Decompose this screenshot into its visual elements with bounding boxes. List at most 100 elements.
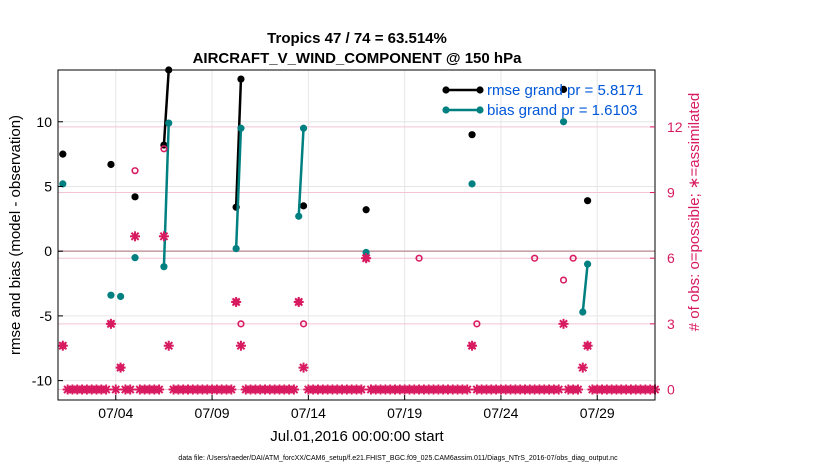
bias-point	[232, 244, 240, 253]
y2-axis-ticks: 0 3 6 9 12	[650, 119, 683, 397]
assimilated-point	[130, 231, 141, 242]
y-tick-label: -5	[40, 308, 53, 324]
assimilated-zero-point	[462, 384, 473, 395]
assimilated-point	[158, 231, 169, 242]
y-axis-ticks: -10 -5 0 5 10	[32, 114, 63, 389]
rmse-point	[299, 202, 308, 210]
star-stroke	[578, 363, 588, 372]
x-axis-ticks: 07/04 07/09 07/14 07/19 07/24 07/29	[98, 395, 615, 421]
possible-point	[473, 320, 481, 328]
possible-point	[299, 320, 308, 328]
bias-point	[160, 263, 168, 271]
y2-tick-label: 9	[667, 185, 675, 201]
assimilated-zero-point	[226, 384, 237, 395]
assimilated-point	[467, 340, 478, 351]
star-stroke	[467, 341, 477, 351]
rmse-point	[362, 206, 370, 214]
assimilated-point	[577, 362, 588, 373]
y-tick-label: 0	[44, 243, 52, 259]
bias-point	[295, 212, 303, 220]
rmse-legend-marker	[476, 86, 484, 94]
assimilated-zero-point	[288, 384, 299, 395]
series-layer	[57, 66, 660, 395]
bias-legend-item: bias grand pr = 1.6103	[442, 102, 638, 119]
star-stroke	[583, 341, 592, 351]
x-tick-label: 07/04	[98, 405, 133, 421]
rmse-point	[107, 160, 115, 169]
rmse-legend-marker	[442, 86, 450, 94]
y-tick-label: 5	[44, 178, 52, 194]
y-tick-label: 10	[36, 114, 52, 130]
possible-point	[237, 320, 245, 328]
rmse-series	[59, 66, 592, 214]
x-axis-label: Jul.01,2016 00:00:00 start	[270, 428, 444, 445]
star-stroke	[573, 385, 583, 394]
possible-point	[531, 254, 539, 262]
possible-point	[131, 167, 139, 175]
assimilated-point	[231, 296, 242, 307]
bias-point	[237, 124, 245, 132]
star-stroke	[559, 319, 568, 329]
bias-point	[579, 308, 587, 316]
x-tick-label: 07/29	[580, 405, 615, 421]
assimilated-zero-point	[356, 384, 367, 395]
y2-tick-label: 6	[667, 250, 675, 266]
bias-line-segment	[234, 128, 243, 249]
assimilated-point	[105, 318, 116, 329]
assimilated-point	[235, 340, 246, 351]
assimilated-zero-point	[572, 384, 583, 395]
possible-point	[415, 254, 423, 262]
rmse-line-segment	[162, 69, 170, 146]
bias-line-segment	[297, 128, 305, 217]
rmse-line-segment	[234, 79, 243, 208]
y2-tick-label: 12	[667, 119, 683, 135]
plot-frame	[57, 69, 656, 401]
possible-point	[559, 276, 568, 284]
star-stroke	[231, 297, 241, 307]
bias-legend-marker	[442, 106, 450, 114]
star-stroke	[227, 385, 236, 394]
star-stroke	[58, 341, 68, 351]
star-stroke	[554, 385, 564, 394]
possible-point	[160, 145, 168, 153]
bias-point	[299, 124, 308, 132]
chart-title: Tropics 47 / 74 = 63.514%	[267, 30, 447, 47]
rmse-point	[131, 193, 139, 201]
star-stroke	[294, 297, 304, 307]
rmse-point	[237, 75, 245, 83]
assimilated-point	[361, 253, 372, 264]
star-stroke	[357, 385, 366, 394]
star-stroke	[299, 363, 308, 372]
star-stroke	[111, 385, 121, 394]
assimilated-point	[582, 340, 593, 351]
assimilated-point	[115, 362, 126, 373]
assimilated-zero-point	[101, 384, 112, 395]
assimilated-point	[298, 362, 309, 373]
star-stroke	[159, 232, 169, 241]
y2-tick-label: 0	[667, 381, 675, 397]
rmse-point	[559, 85, 568, 94]
star-stroke	[154, 385, 164, 394]
assimilated-series	[57, 231, 593, 373]
assimilated-zero-point	[125, 384, 136, 395]
bias-point	[583, 260, 592, 268]
assimilated-point	[57, 340, 68, 351]
bias-legend-marker	[476, 106, 484, 114]
star-stroke	[116, 363, 125, 372]
rmse-legend-item: rmse grand pr = 5.8171	[442, 82, 643, 99]
assimilated-point	[558, 318, 569, 329]
bias-point	[131, 254, 139, 262]
bias-series	[59, 118, 592, 316]
star-stroke	[289, 385, 299, 394]
possible-point	[569, 254, 577, 262]
y-axis-label: rmse and bias (model - observation)	[7, 115, 24, 355]
x-tick-label: 07/19	[387, 405, 422, 421]
y2-tick-label: 3	[667, 316, 675, 332]
bias-point	[116, 292, 125, 301]
data-file-footer: data file: /Users/raeder/DAI/ATM_forcXX/…	[178, 455, 618, 462]
bias-point	[468, 180, 476, 188]
star-stroke	[236, 341, 246, 351]
star-stroke	[130, 232, 140, 241]
y2-axis-label: # of obs: o=possible; ∗=assimilated	[686, 93, 703, 332]
x-tick-label: 07/14	[291, 405, 326, 421]
